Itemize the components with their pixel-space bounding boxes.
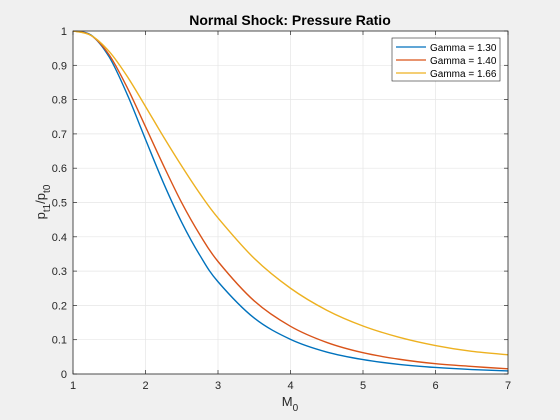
x-axis-label: M0 [282,394,299,414]
x-tick-label: 6 [432,380,438,392]
y-tick-label: 0.9 [52,60,67,72]
y-axis-label-p1-sub: t1 [42,203,53,212]
legend-label-2: Gamma = 1.40 [430,56,497,67]
legend-label-1: Gamma = 1.30 [430,43,497,54]
x-tick-label: 4 [287,380,293,392]
x-axis-label-sub: 0 [293,403,299,414]
y-axis-label-p2: p [33,193,48,200]
legend-label-3: Gamma = 1.66 [430,69,497,80]
x-axis-label-base: M [282,394,293,409]
x-tick-labels: 1 2 3 4 5 6 7 [70,380,511,392]
y-tick-label: 0.4 [52,232,67,244]
y-axis-label-p1: p [33,212,48,219]
y-tick-label: 0.3 [52,266,67,278]
y-tick-label: 1 [61,26,67,38]
y-axis-label-p2-sub: t0 [42,184,53,193]
x-tick-label: 5 [360,380,366,392]
plot-lines [72,30,509,372]
y-axis-label-slash: / [33,200,48,204]
y-tick-label: 0 [61,369,67,381]
y-tick-label: 0.7 [52,129,67,141]
series-line-3 [72,30,509,356]
plot-box [72,30,509,375]
y-tick-label: 0.6 [52,163,67,175]
y-tick-label: 0.5 [52,198,67,210]
y-tick-label: 0.2 [52,300,67,312]
y-tick-labels: 0 0.1 0.2 0.3 0.4 0.5 0.6 0.7 0.8 0.9 1 [52,26,67,381]
legend: Gamma = 1.30 Gamma = 1.40 Gamma = 1.66 [391,37,501,82]
series-line-1 [72,30,509,372]
x-tick-label: 1 [70,380,76,392]
x-tick-label: 7 [505,380,511,392]
x-tick-label: 2 [142,380,148,392]
series-line-2 [72,30,509,370]
y-axis-label: pt1/pt0 [33,184,53,219]
y-tick-label: 0.1 [52,335,67,347]
y-tick-label: 0.8 [52,95,67,107]
chart-title: Normal Shock: Pressure Ratio [189,12,391,28]
x-tick-label: 3 [215,380,221,392]
